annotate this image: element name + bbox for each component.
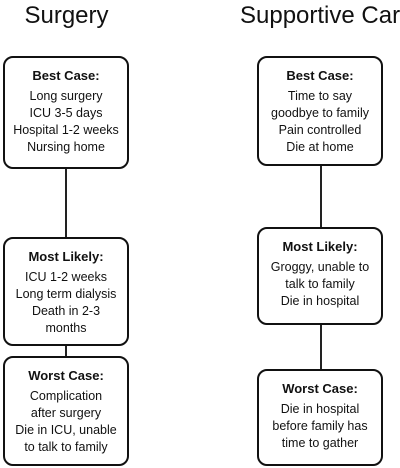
supportive-best-case-box: Best Case: Time to say goodbye to family… [257,56,383,166]
supportive-connector-2 [320,324,322,370]
box-line: talk to family [285,277,355,291]
box-heading: Worst Case: [28,368,104,383]
box-line: Die in hospital [280,402,360,416]
box-line: Long term dialysis [15,287,117,301]
box-line: Die in ICU, unable [15,423,117,437]
box-line: Nursing home [27,140,105,154]
box-line: goodbye to family [271,106,369,120]
box-line: Time to say [287,89,353,103]
surgery-most-likely-box: Most Likely: ICU 1-2 weeks Long term dia… [3,237,129,346]
supportive-connector-1 [320,165,322,228]
box-line: Die at home [286,140,354,154]
box-line: months [45,321,87,335]
box-line: Die in hospital [280,294,360,308]
box-line: Groggy, unable to [270,260,370,274]
surgery-column-title: Surgery [24,2,109,29]
box-heading: Best Case: [32,68,100,83]
box-line: Pain controlled [278,123,362,137]
surgery-worst-case-box: Worst Case: Complication after surgery D… [3,356,129,466]
surgery-connector-2 [65,345,67,357]
box-line: before family has [272,419,368,433]
box-line: to talk to family [24,440,108,454]
box-heading: Most Likely: [28,249,104,264]
box-line: after surgery [30,406,102,420]
box-line: Long surgery [29,89,103,103]
surgery-connector-1 [65,168,67,238]
box-line: Death in 2-3 [31,304,101,318]
surgery-best-case-box: Best Case: Long surgery ICU 3-5 days Hos… [3,56,129,169]
box-heading: Worst Case: [282,381,358,396]
box-line: Complication [29,389,103,403]
box-line: time to gather [281,436,359,450]
box-heading: Most Likely: [282,239,358,254]
box-heading: Best Case: [286,68,354,83]
box-line: Hospital 1-2 weeks [13,123,119,137]
supportive-most-likely-box: Most Likely: Groggy, unable to talk to f… [257,227,383,325]
supportive-care-column-title: Supportive Care [240,2,400,29]
box-line: ICU 1-2 weeks [25,270,107,284]
supportive-worst-case-box: Worst Case: Die in hospital before famil… [257,369,383,466]
box-line: ICU 3-5 days [29,106,103,120]
